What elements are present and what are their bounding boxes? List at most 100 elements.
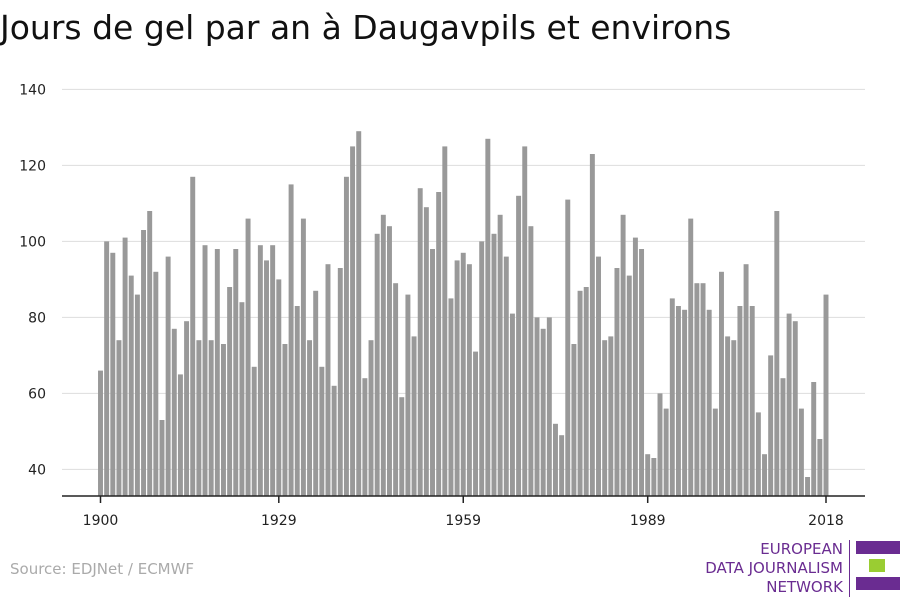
- bar: [276, 279, 282, 496]
- bar: [602, 340, 608, 496]
- bar: [614, 268, 620, 496]
- bar: [153, 271, 159, 496]
- bar: [534, 317, 540, 496]
- bar: [811, 382, 817, 496]
- bar: [331, 385, 337, 496]
- x-tick-label: 1959: [445, 513, 481, 529]
- bar: [675, 306, 681, 496]
- bar: [817, 439, 823, 496]
- bar: [294, 306, 300, 496]
- x-tick-label: 2018: [808, 513, 844, 529]
- bar: [491, 233, 497, 497]
- bar: [559, 435, 565, 496]
- bar: [343, 176, 349, 497]
- logo-line-european: EUROPEAN: [760, 540, 843, 558]
- bar: [208, 340, 214, 496]
- y-axis-ticks: 40 60 80 100 120 140: [19, 82, 46, 478]
- bar: [430, 249, 435, 496]
- bar: [565, 199, 571, 496]
- edjnet-logo: EUROPEAN DATA JOURNALISM NETWORK: [700, 540, 900, 597]
- bar: [509, 313, 515, 496]
- bar: [780, 378, 786, 496]
- bar: [147, 211, 153, 496]
- bar: [214, 249, 220, 496]
- bar: [159, 420, 165, 496]
- bar: [350, 146, 356, 496]
- bar: [479, 241, 485, 496]
- bar: [577, 290, 583, 496]
- bar: [368, 340, 374, 496]
- bar: [393, 283, 399, 496]
- bar: [257, 245, 263, 496]
- bar: [374, 233, 380, 497]
- bar: [749, 306, 755, 496]
- bar: [553, 423, 558, 496]
- bar: [448, 298, 454, 496]
- bar: [792, 321, 798, 496]
- bar: [522, 146, 528, 496]
- bar: [337, 268, 343, 496]
- bar: [436, 192, 442, 496]
- bar: [454, 260, 460, 496]
- bar: [466, 264, 472, 496]
- bar: [98, 370, 103, 496]
- bar: [706, 309, 712, 496]
- bar: [288, 184, 294, 496]
- y-tick-label: 80: [28, 310, 46, 326]
- bar: [264, 260, 269, 496]
- y-tick-label: 140: [19, 82, 46, 98]
- x-tick-label: 1989: [630, 513, 666, 529]
- bar: [805, 477, 811, 496]
- y-tick-label: 40: [28, 462, 46, 478]
- bar: [755, 412, 761, 496]
- bar: [104, 241, 110, 496]
- bar: [110, 252, 116, 496]
- bar: [712, 408, 718, 496]
- bar: [202, 245, 208, 496]
- bar: [485, 138, 491, 497]
- bar: [620, 214, 626, 497]
- bar: [239, 302, 245, 496]
- bar: [399, 397, 405, 496]
- bar: [786, 313, 792, 496]
- bar: [682, 309, 688, 496]
- bar: [325, 264, 331, 496]
- bar: [423, 207, 429, 496]
- bar: [473, 351, 479, 496]
- bar: [700, 283, 706, 496]
- bar: [227, 287, 233, 496]
- bar: [528, 226, 534, 496]
- bar: [417, 188, 423, 496]
- bar: [190, 176, 196, 497]
- bar: [460, 252, 466, 496]
- logo-bar-bottom: [856, 577, 900, 590]
- bar: [177, 374, 183, 496]
- bar: [596, 256, 601, 496]
- bar: [725, 336, 731, 496]
- bar: [823, 294, 829, 496]
- bar: [608, 336, 614, 496]
- bar: [165, 256, 171, 496]
- logo-line-data-journalism: DATA JOURNALISM: [705, 559, 843, 577]
- bar: [116, 340, 122, 496]
- bar: [141, 230, 147, 496]
- bar: [798, 408, 804, 496]
- bar: [356, 131, 362, 496]
- bar: [651, 458, 657, 496]
- bar: [251, 366, 257, 496]
- bar: [386, 226, 392, 496]
- bar: [245, 218, 251, 496]
- bar: [270, 245, 276, 496]
- source-note: Source: EDJNet / ECMWF: [10, 560, 195, 578]
- bar: [380, 214, 386, 497]
- bar: [282, 344, 288, 496]
- bar: [411, 336, 417, 496]
- x-tick-label: 1900: [83, 513, 119, 529]
- bar: [196, 340, 202, 496]
- bar: [632, 237, 638, 496]
- bar: [516, 195, 522, 497]
- bar: [540, 328, 546, 496]
- bar: [122, 237, 128, 496]
- x-axis-ticks: 1900 1929 1959 1989 2018: [83, 496, 844, 529]
- bar: [128, 275, 134, 496]
